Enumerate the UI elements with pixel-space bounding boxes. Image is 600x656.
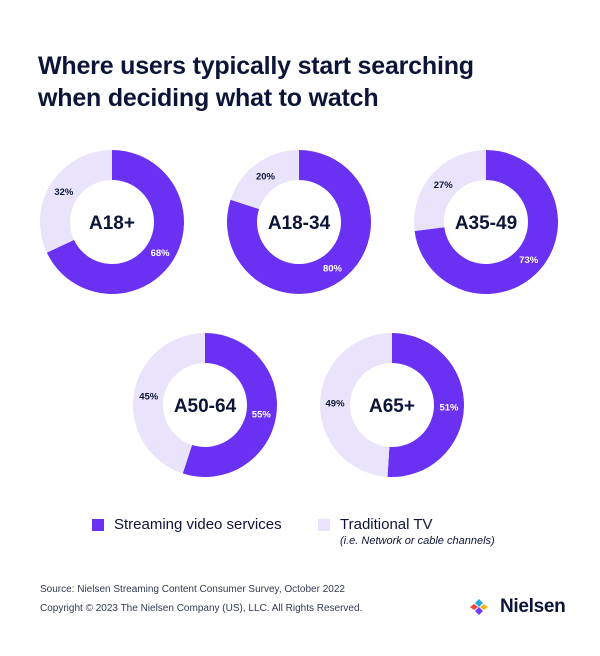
slice-traditional-a65 xyxy=(320,333,392,477)
slice-traditional-a18 xyxy=(39,150,112,253)
slice-streaming-a18-34 xyxy=(226,150,371,294)
data-label-traditional-a50-64: 45% xyxy=(139,392,159,403)
legend-label-streaming: Streaming video services xyxy=(114,516,282,533)
donut-center-label-a50-64: A50-64 xyxy=(174,396,237,417)
chart-title-line-1: Where users typically start searching xyxy=(38,52,474,80)
legend-swatch-streaming xyxy=(92,519,104,531)
donut-charts: A18+ 68% 32% A18-34 80% 20% A35-49 73% 27% A50-64… xyxy=(39,150,558,478)
slice-traditional-a35-49 xyxy=(414,150,486,232)
data-label-streaming-a18-34: 80% xyxy=(323,264,343,275)
slice-streaming-a65 xyxy=(387,333,464,477)
slice-traditional-a18-34 xyxy=(230,150,299,210)
slice-streaming-a35-49 xyxy=(414,150,558,294)
donut-center-label-a18-34: A18-34 xyxy=(268,213,331,234)
donut-a65: A65+ 51% 49% xyxy=(320,333,464,477)
data-label-streaming-a35-49: 73% xyxy=(519,255,539,266)
data-label-traditional-a18-34: 20% xyxy=(256,171,276,182)
legend-swatch-traditional xyxy=(318,519,330,531)
legend-item-streaming: Streaming video services xyxy=(92,516,282,534)
data-label-streaming-a50-64: 55% xyxy=(252,409,272,420)
donut-center-label-a18: A18+ xyxy=(89,213,135,234)
donut-a50-64: A50-64 55% 45% xyxy=(133,333,277,478)
legend-label-traditional: Traditional TV xyxy=(340,516,433,533)
data-label-traditional-a65: 49% xyxy=(326,399,346,410)
copyright-note: Copyright © 2023 The Nielsen Company (US… xyxy=(40,603,363,614)
data-label-streaming-a18: 68% xyxy=(151,248,171,259)
data-label-traditional-a35-49: 27% xyxy=(434,180,454,191)
legend-note-traditional: (i.e. Network or cable channels) xyxy=(340,535,495,547)
logo-text: Nielsen xyxy=(500,596,566,617)
slice-traditional-a50-64 xyxy=(133,333,205,474)
data-label-traditional-a18: 32% xyxy=(54,187,74,198)
donut-center-label-a35-49: A35-49 xyxy=(455,213,517,234)
donut-center-label-a65: A65+ xyxy=(369,396,415,417)
legend-item-traditional: Traditional TV (i.e. Network or cable ch… xyxy=(318,516,495,548)
donut-a18-34: A18-34 80% 20% xyxy=(226,150,371,294)
slice-streaming-a50-64 xyxy=(182,333,277,478)
nielsen-logo: Nielsen xyxy=(470,596,566,618)
chart-title: Where users typically start searching wh… xyxy=(38,50,578,114)
data-label-streaming-a65: 51% xyxy=(439,402,459,413)
slice-streaming-a18 xyxy=(46,150,184,294)
source-note: Source: Nielsen Streaming Content Consum… xyxy=(40,584,345,595)
chart-title-line-2: when deciding what to watch xyxy=(38,84,379,112)
nielsen-logo-icon xyxy=(470,599,488,615)
donut-a18: A18+ 68% 32% xyxy=(39,150,184,294)
donut-a35-49: A35-49 73% 27% xyxy=(414,150,558,294)
